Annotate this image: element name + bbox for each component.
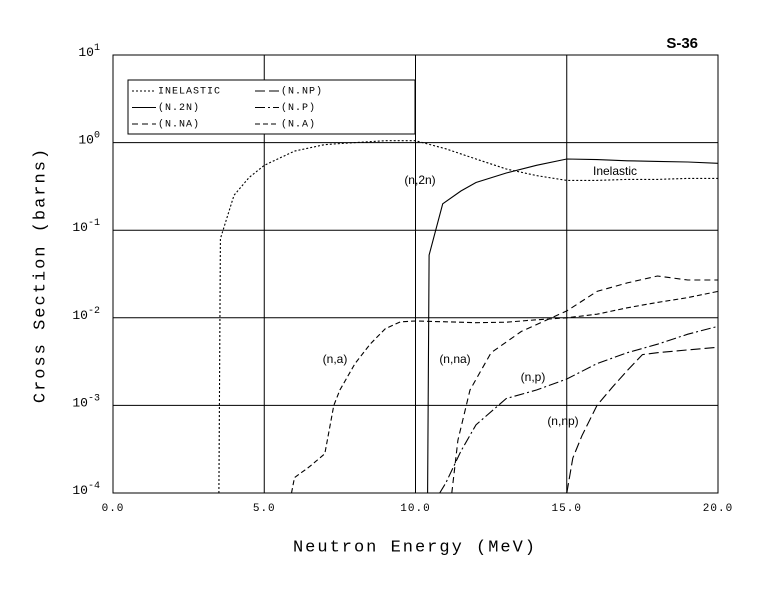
plot-lines	[218, 140, 718, 493]
y-tick-base: 10	[78, 133, 94, 148]
legend-label: (N.2N)	[158, 102, 200, 114]
y-tick-label: 10-3	[72, 393, 100, 411]
series-line	[451, 275, 718, 493]
plot-frame	[112, 54, 719, 494]
y-tick-exponent: -3	[88, 393, 100, 404]
y-tick-exponent: 1	[94, 43, 100, 54]
series-line	[290, 290, 718, 493]
legend-box	[127, 79, 416, 135]
legend-label: (N.NA)	[158, 119, 200, 131]
legend-label: (N.P)	[281, 102, 316, 114]
x-tick-label: 10.0	[400, 503, 430, 515]
annotation: (n,2n)	[404, 173, 435, 187]
annotation: (n,np)	[547, 414, 578, 428]
chart-title: S-36	[666, 35, 698, 52]
y-tick-exponent: -4	[88, 481, 100, 492]
x-tick-label: 5.0	[253, 503, 276, 515]
y-tick-base: 10	[72, 396, 88, 411]
y-tick-base: 10	[72, 221, 88, 236]
y-tick-base: 10	[72, 308, 88, 323]
annotation: (n,a)	[323, 352, 348, 366]
series-line	[566, 346, 718, 493]
x-axis-label: Neutron Energy (MeV)	[293, 538, 537, 557]
annotation: Inelastic	[593, 164, 637, 178]
y-tick-base: 10	[72, 483, 88, 498]
annotation: (n,p)	[521, 370, 546, 384]
y-tick-exponent: -2	[88, 305, 100, 316]
y-axis-label: Cross Section (barns)	[31, 147, 50, 403]
y-tick-label: 10-2	[72, 305, 100, 323]
y-tick-base: 10	[78, 45, 94, 60]
legend: INELASTIC (N.2N) (N.NA) (N.NP) (N.P) (N.A)	[127, 79, 416, 135]
y-tick-label: 101	[78, 43, 100, 61]
y-tick-label: 10-1	[72, 218, 100, 236]
x-tick-label: 15.0	[552, 503, 582, 515]
y-tick-label: 100	[78, 130, 100, 148]
legend-label: INELASTIC	[158, 87, 221, 98]
annotation: (n,na)	[439, 352, 470, 366]
series-line	[427, 158, 718, 493]
x-tick-label: 0.0	[102, 503, 125, 515]
legend-label: (N.A)	[281, 119, 316, 131]
annotations: Inelastic (n,2n) (n,a) (n,na) (n,p) (n,np)	[323, 164, 637, 428]
legend-label: (N.NP)	[281, 86, 323, 98]
y-tick-exponent: -1	[88, 218, 100, 229]
y-tick-label: 10-4	[72, 481, 100, 499]
series-line	[439, 325, 718, 493]
series-line	[218, 140, 718, 493]
y-tick-exponent: 0	[94, 130, 100, 141]
x-tick-label: 20.0	[703, 503, 733, 515]
